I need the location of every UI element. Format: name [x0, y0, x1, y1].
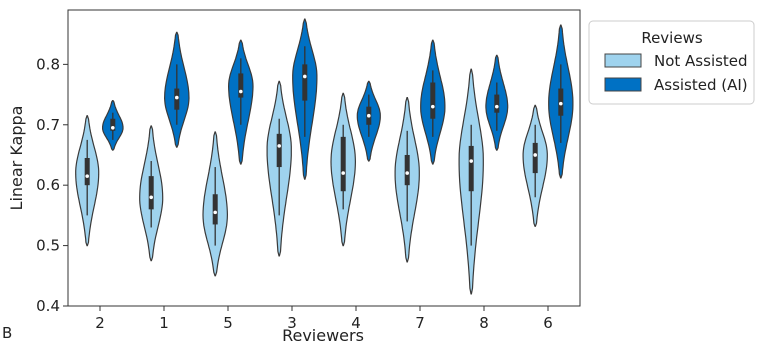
violin-median-dot [149, 195, 153, 200]
x-axis-ticks: 2 1 5 3 4 7 8 6 [95, 306, 553, 332]
violin-median-dot [175, 95, 179, 100]
x-tick-label: 4 [351, 314, 361, 332]
x-tick-label: 3 [287, 314, 297, 332]
violin-iqr-box [340, 136, 346, 192]
violin-iqr-box [84, 158, 90, 186]
y-axis-ticks: 0.4 0.5 0.6 0.7 0.8 [36, 55, 68, 315]
violin-median-dot [495, 104, 499, 109]
y-tick-label: 0.4 [36, 297, 60, 315]
violin-iqr-box [468, 145, 474, 192]
violin-median-dot [341, 171, 346, 175]
x-tick-label: 1 [159, 314, 169, 332]
violin-iqr-box [238, 73, 244, 98]
violin-iqr-box [494, 94, 500, 113]
y-tick-label: 0.6 [36, 176, 60, 194]
violin-median-dot [405, 171, 410, 175]
x-tick-label: 5 [223, 314, 233, 332]
legend-title: Reviews [641, 29, 703, 47]
legend-swatch-not-assisted [604, 53, 642, 68]
violin-iqr-box [430, 82, 436, 119]
violin-median-dot [213, 210, 217, 215]
violin-median-dot [559, 101, 563, 106]
y-axis-label: Linear Kappa [7, 106, 26, 211]
violin-iqr-box [148, 176, 154, 210]
legend-swatch-assisted [604, 77, 642, 92]
x-tick-label: 6 [543, 314, 553, 332]
violins-group [75, 18, 574, 295]
legend-label-assisted: Assisted (AI) [654, 76, 748, 94]
x-axis-label: Reviewers [282, 326, 364, 345]
violin-iqr-box [110, 118, 116, 131]
x-tick-label: 7 [415, 314, 425, 332]
y-tick-label: 0.8 [36, 55, 60, 73]
violin-median-dot [533, 153, 537, 157]
violin-median-dot [239, 89, 243, 94]
legend-label-not-assisted: Not Assisted [654, 52, 748, 70]
panel-label: B [2, 324, 12, 342]
violin-iqr-box [404, 154, 410, 186]
violin-median-dot [367, 113, 371, 118]
y-tick-label: 0.7 [36, 116, 60, 134]
violin-median-dot [277, 144, 282, 148]
y-tick-label: 0.5 [36, 237, 60, 255]
violin-median-dot [303, 74, 307, 79]
violin-median-dot [85, 174, 89, 178]
x-tick-label: 2 [95, 314, 105, 332]
violin-median-dot [431, 104, 435, 109]
plot-area-frame [67, 9, 581, 307]
x-tick-label: 8 [479, 314, 489, 332]
violin-iqr-box [212, 194, 218, 225]
legend: Reviews Not Assisted Assisted (AI) [588, 20, 755, 105]
violin-iqr-box [532, 142, 538, 174]
violin-median-dot [111, 125, 115, 130]
violin-iqr-box [276, 133, 282, 168]
violin-iqr-box [302, 64, 308, 101]
violin-median-dot [469, 159, 474, 163]
